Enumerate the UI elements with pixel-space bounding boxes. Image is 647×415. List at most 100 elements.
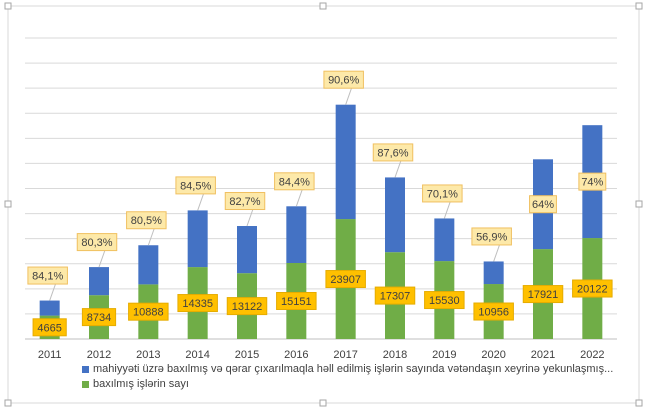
- data-label-green-box: [128, 302, 169, 321]
- legend-label-green: baxılmış işlərin sayı: [93, 378, 189, 390]
- data-label-green: 20122: [577, 284, 608, 296]
- x-tick-label: 2020: [481, 349, 505, 361]
- data-label-blue: 56,9%: [476, 231, 507, 243]
- data-label-blue: 80,5%: [131, 215, 162, 227]
- data-label-green: 15530: [429, 295, 460, 307]
- bar-blue: [434, 218, 455, 262]
- resize-handle[interactable]: [4, 399, 12, 407]
- data-label-green-box: [81, 308, 117, 327]
- gridlines: [25, 37, 617, 340]
- bar-blue: [138, 245, 159, 285]
- data-label-blue: 84,4%: [279, 176, 310, 188]
- data-label-blue: 74%: [581, 177, 603, 189]
- bar-blue: [89, 267, 109, 296]
- data-label-blue: 87,6%: [377, 147, 408, 159]
- data-label-blue-box: [422, 184, 463, 203]
- x-tick-label: 2021: [531, 349, 555, 361]
- leader-line: [345, 87, 353, 105]
- x-tick-label: 2018: [383, 349, 407, 361]
- data-label-blue: 80,3%: [81, 237, 112, 249]
- data-label-blue: 82,7%: [229, 196, 260, 208]
- data-label-green-box: [572, 279, 613, 298]
- leader-line: [246, 208, 254, 227]
- data-label-blue-box: [224, 192, 266, 211]
- data-label-green-box: [325, 270, 366, 289]
- data-label-green: 17307: [380, 291, 411, 303]
- x-tick-label: 2014: [185, 349, 209, 361]
- leader-lines: [49, 87, 501, 301]
- data-label-blue-box: [126, 211, 167, 230]
- data-label-green: 13122: [232, 301, 263, 313]
- x-tick-label: 2013: [136, 349, 160, 361]
- leader-line: [98, 249, 106, 268]
- data-label-blue-box: [372, 143, 414, 162]
- bar-blue: [335, 104, 356, 220]
- bar-blue: [237, 226, 257, 274]
- data-label-blue-box: [76, 233, 118, 252]
- leader-line: [394, 160, 402, 178]
- data-label-blue: 84,1%: [32, 271, 63, 283]
- resize-handle[interactable]: [4, 2, 12, 10]
- x-tick-label: 2022: [580, 349, 604, 361]
- data-label-green-box: [424, 291, 465, 310]
- data-labels: 4665 84,1% 8734 80,3% 10888 80,5% 14335 84,5% 13…: [27, 70, 613, 337]
- x-tick-label: 2012: [87, 349, 111, 361]
- data-label-green: 8734: [87, 312, 111, 324]
- data-label-green-box: [374, 286, 416, 305]
- resize-handle[interactable]: [635, 2, 643, 10]
- x-tick-label: 2015: [235, 349, 259, 361]
- data-label-green-box: [276, 291, 317, 310]
- data-label-blue: 70,1%: [427, 188, 458, 200]
- resize-handle[interactable]: [319, 2, 327, 10]
- bar-blue: [187, 210, 208, 268]
- resize-handle[interactable]: [4, 200, 12, 208]
- data-label-green: 17921: [528, 289, 559, 301]
- data-label-green: 4665: [37, 322, 61, 334]
- x-axis-ticks: 2011 2012 2013 2014 2015 2016 2017 2018 2019 2020…: [38, 349, 605, 361]
- data-label-green: 10956: [478, 307, 509, 319]
- data-label-blue-box: [274, 172, 315, 191]
- x-tick-label: 2017: [333, 349, 357, 361]
- data-label-blue-box: [27, 266, 68, 285]
- legend-entry-green: baxılmış işlərin sayı: [82, 378, 189, 390]
- bar-blue: [385, 177, 405, 253]
- leader-line: [443, 201, 451, 219]
- data-label-blue: 64%: [532, 199, 554, 211]
- legend-swatch-blue: [82, 365, 89, 373]
- data-label-green: 23907: [330, 274, 361, 286]
- data-label-green: 15151: [281, 296, 312, 308]
- data-label-blue-box: [578, 172, 607, 191]
- leader-line: [493, 244, 501, 262]
- data-label-blue-box: [323, 70, 364, 89]
- x-tick-label: 2011: [38, 349, 62, 361]
- x-tick-label: 2019: [432, 349, 456, 361]
- bar-blue: [286, 206, 307, 263]
- data-label-green-box: [177, 294, 218, 313]
- data-label-green: 10888: [133, 307, 164, 319]
- resize-handle[interactable]: [635, 200, 643, 208]
- leader-line: [197, 193, 205, 211]
- bar-blue: [39, 300, 60, 316]
- data-label-blue: 84,5%: [180, 180, 211, 192]
- legend-label-blue: mahiyyəti üzrə baxılmış və qərar çıxarıl…: [93, 363, 614, 375]
- data-label-blue: 90,6%: [328, 75, 359, 87]
- data-label-green-box: [473, 302, 514, 321]
- leader-line: [147, 228, 155, 246]
- data-label-blue-box: [471, 227, 512, 246]
- data-label-green: 14335: [182, 298, 213, 310]
- data-label-green-box: [32, 318, 67, 337]
- resize-handle[interactable]: [635, 399, 643, 407]
- leader-line: [49, 283, 57, 301]
- data-label-green-box: [522, 285, 564, 304]
- data-label-blue-box: [529, 195, 557, 214]
- data-label-green-box: [226, 297, 268, 316]
- legend-entry-blue: mahiyyəti üzrə baxılmış və qərar çıxarıl…: [82, 363, 613, 375]
- bar-blue: [483, 261, 504, 285]
- legend-swatch-green: [82, 380, 89, 388]
- leader-line: [295, 189, 303, 207]
- resize-handle[interactable]: [319, 399, 327, 407]
- data-label-blue-box: [175, 176, 216, 195]
- x-tick-label: 2016: [284, 349, 308, 361]
